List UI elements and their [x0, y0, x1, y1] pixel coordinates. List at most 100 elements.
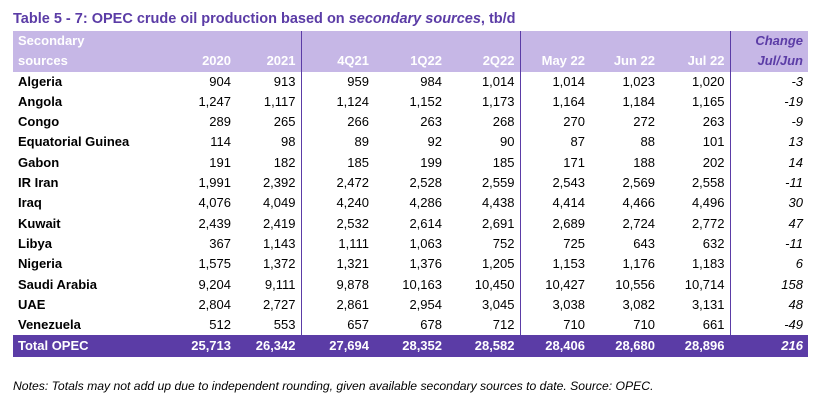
row-label: Kuwait: [18, 215, 61, 231]
header-blank: [374, 31, 447, 52]
table-cell: 1,575: [198, 256, 231, 272]
table-row: Algeria 904 913 959 984 1,014 1,014 1,023 1,020 -…: [13, 71, 808, 92]
table-header: Secondary Change sources 2020 2021 4Q21 …: [13, 31, 808, 72]
change-cell: 13: [788, 134, 803, 150]
row-label: Equatorial Guinea: [18, 134, 130, 150]
production-table: Secondary Change sources 2020 2021 4Q21 …: [13, 31, 808, 357]
header-blank: [236, 31, 302, 52]
table-cell: 2,439: [198, 215, 231, 231]
table-cell: 27,694: [301, 335, 374, 357]
table-row: Angola 1,247 1,117 1,124 1,152 1,173 1,164 1,18…: [13, 91, 808, 113]
table-cell: 4,240: [336, 195, 369, 211]
change-cell: 6: [795, 256, 803, 272]
column-header: Jul 22: [660, 51, 731, 72]
table-cell: 1,023: [622, 73, 655, 89]
table-cell: 367: [209, 235, 231, 251]
table-title: Table 5 - 7: OPEC crude oil production b…: [13, 11, 516, 27]
table-cell: 2,558: [660, 173, 731, 194]
row-label: Algeria: [18, 73, 63, 89]
table-cell: 199: [420, 154, 442, 170]
table-row: IR Iran 1,991 2,392 2,472 2,528 2,559 2,543 2,5…: [13, 173, 808, 194]
table-cell: 1,063: [409, 235, 442, 251]
header-row-top: Secondary Change: [13, 31, 808, 52]
table-cell: 4,286: [409, 195, 442, 211]
header-row-bottom: sources 2020 2021 4Q21 1Q22 2Q22 May 22 …: [13, 51, 808, 72]
table-cell: 643: [633, 235, 655, 251]
table-cell: 1,184: [622, 93, 655, 109]
row-label: Venezuela: [18, 317, 81, 333]
header-blank: [163, 31, 236, 52]
table-cell: 2,724: [622, 215, 655, 231]
table-cell: 90: [447, 132, 521, 153]
table-cell: 28,406: [520, 335, 590, 357]
row-label: UAE: [18, 296, 46, 312]
table-cell: 191: [209, 154, 231, 170]
table-note: Notes: Totals may not add up due to inde…: [13, 379, 654, 393]
table-cell: 553: [236, 315, 302, 336]
table-cell: 2,689: [552, 215, 585, 231]
row-label: Total OPEC: [13, 335, 163, 357]
table-cell: 1,111: [338, 235, 369, 251]
row-label: Congo: [18, 114, 60, 130]
table-cell: 10,450: [447, 274, 521, 295]
table-cell: 2,954: [409, 296, 442, 312]
table-row: Iraq 4,076 4,049 4,240 4,286 4,438 4,414 4,466 4…: [13, 193, 808, 214]
table-cell: 1,991: [198, 175, 231, 191]
header-blank: [520, 31, 590, 52]
table-cell: 1,173: [447, 91, 521, 113]
table-row: UAE 2,804 2,727 2,861 2,954 3,045 3,038 3,082 3,…: [13, 294, 808, 316]
table-cell: 263: [420, 114, 442, 130]
table-cell: 2,614: [409, 215, 442, 231]
table-cell: 1,165: [660, 91, 731, 113]
header-blank: [301, 31, 374, 52]
table-cell: 2,532: [336, 215, 369, 231]
row-label: Saudi Arabia: [18, 276, 97, 292]
table-cell: 984: [420, 73, 442, 89]
table-cell: 725: [563, 235, 585, 251]
table-cell: 4,496: [660, 193, 731, 214]
table-cell: 3,038: [552, 296, 585, 312]
table-cell: 182: [236, 152, 302, 174]
table-cell: 1,152: [409, 93, 442, 109]
table-cell: 28,352: [374, 335, 447, 357]
table-cell: 4,076: [198, 195, 231, 211]
table-row: Kuwait 2,439 2,419 2,532 2,614 2,691 2,689 2,72…: [13, 213, 808, 234]
table-cell: 268: [447, 112, 521, 133]
header-change-top: Change: [730, 31, 808, 52]
table-row: Saudi Arabia 9,204 9,111 9,878 10,163 10,450 1…: [13, 274, 808, 295]
header-blank: [660, 31, 731, 52]
row-label: Libya: [18, 235, 52, 251]
column-header: 2021: [236, 51, 302, 72]
column-header: 2Q22: [447, 51, 521, 72]
table-cell: 752: [447, 233, 521, 255]
table-cell: 28,680: [590, 335, 660, 357]
column-header: May 22: [520, 51, 590, 72]
table-cell: 657: [347, 317, 369, 333]
table-cell: 1,014: [552, 73, 585, 89]
change-cell: -9: [791, 114, 803, 130]
column-header: 1Q22: [374, 51, 447, 72]
table-cell: 2,804: [198, 296, 231, 312]
table-cell: 10,163: [402, 276, 442, 292]
change-cell: 216: [730, 335, 808, 357]
table-cell: 2,472: [336, 175, 369, 191]
table-cell: 89: [354, 134, 369, 150]
table-cell: 185: [447, 152, 521, 174]
table-cell: 2,528: [409, 175, 442, 191]
table-cell: 4,049: [236, 193, 302, 214]
table-cell: 3,131: [660, 294, 731, 316]
change-cell: -19: [784, 93, 803, 109]
table-title-italic: secondary sources: [348, 11, 481, 27]
table-cell: 25,713: [163, 335, 236, 357]
header-blank: [590, 31, 660, 52]
change-cell: 14: [788, 154, 803, 170]
change-cell: -11: [785, 235, 803, 251]
change-cell: 30: [788, 195, 803, 211]
table-cell: 2,569: [622, 175, 655, 191]
table-cell: 1,020: [660, 71, 731, 92]
table-cell: 87: [570, 134, 585, 150]
table-cell: 10,427: [545, 276, 585, 292]
table-cell: 913: [236, 71, 302, 92]
row-label: IR Iran: [18, 175, 59, 191]
